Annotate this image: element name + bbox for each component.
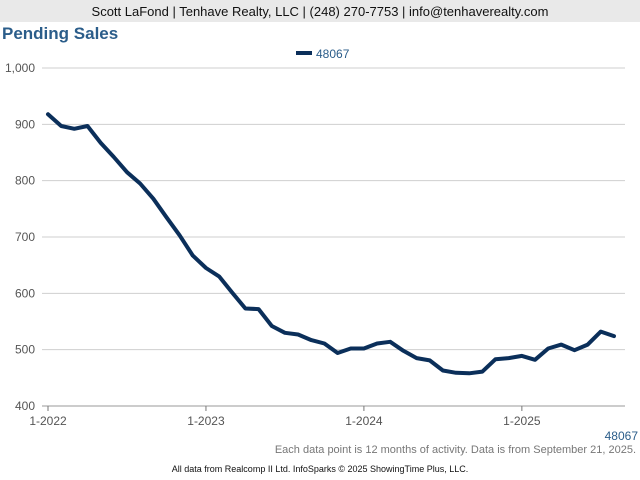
data-point <box>481 370 484 373</box>
data-point <box>415 356 418 360</box>
contact-header: Scott LaFond | Tenhave Realty, LLC | (24… <box>0 0 640 22</box>
data-point <box>152 197 155 200</box>
data-point <box>178 234 181 237</box>
y-tick-label: 500 <box>15 343 35 357</box>
data-point <box>257 307 260 311</box>
data-point <box>441 369 445 372</box>
x-tick-label: 1-2025 <box>503 414 541 428</box>
series-end-label: 48067 <box>605 429 639 443</box>
x-tick-label: 1-2022 <box>29 414 67 428</box>
data-point <box>468 372 471 375</box>
data-point <box>402 349 405 352</box>
series-line-48067 <box>46 112 616 376</box>
data-point <box>323 342 326 345</box>
data-point <box>283 331 287 334</box>
y-tick-label: 700 <box>15 230 35 244</box>
data-point <box>125 171 129 174</box>
data-point <box>73 127 76 131</box>
y-tick-label: 1,000 <box>5 61 35 75</box>
x-tick-label: 1-2024 <box>345 414 383 428</box>
data-point <box>375 342 379 345</box>
data-point <box>217 275 221 278</box>
y-tick-label: 800 <box>15 174 35 188</box>
copyright-line: All data from Realcomp II Ltd. InfoSpark… <box>171 464 469 474</box>
data-point <box>599 330 603 333</box>
data-point <box>310 338 313 342</box>
data-point <box>191 254 194 257</box>
contact-line: Scott LaFond | Tenhave Realty, LLC | (24… <box>91 3 549 19</box>
legend-label: 48067 <box>316 47 350 61</box>
data-point <box>349 347 352 350</box>
data-point <box>46 112 50 116</box>
data-point <box>573 349 576 352</box>
data-point <box>494 358 497 361</box>
data-point <box>336 351 339 355</box>
data-point <box>612 334 616 338</box>
legend-swatch <box>296 51 312 55</box>
data-point <box>244 307 247 310</box>
chart-title: Pending Sales <box>2 24 119 43</box>
data-point <box>112 155 116 159</box>
data-point <box>586 343 589 346</box>
data-point <box>520 354 524 358</box>
data-point <box>296 333 300 336</box>
data-point <box>138 182 142 185</box>
data-point <box>86 124 89 128</box>
data-point <box>546 347 550 350</box>
data-point <box>428 359 431 362</box>
data-point <box>362 347 366 350</box>
data-footnote: Each data point is 12 months of activity… <box>274 444 636 456</box>
y-tick-label: 900 <box>15 117 35 131</box>
data-point <box>204 266 208 270</box>
data-point <box>533 358 537 362</box>
y-tick-label: 600 <box>15 286 35 300</box>
data-point <box>270 324 273 328</box>
y-tick-label: 400 <box>15 399 35 413</box>
data-point <box>99 141 102 145</box>
data-point <box>507 356 510 360</box>
data-point <box>59 124 63 128</box>
data-point <box>454 371 458 374</box>
x-tick-label: 1-2023 <box>187 414 225 428</box>
data-point <box>389 340 392 343</box>
data-point <box>560 343 563 346</box>
data-point <box>231 291 234 294</box>
data-point <box>165 216 168 219</box>
